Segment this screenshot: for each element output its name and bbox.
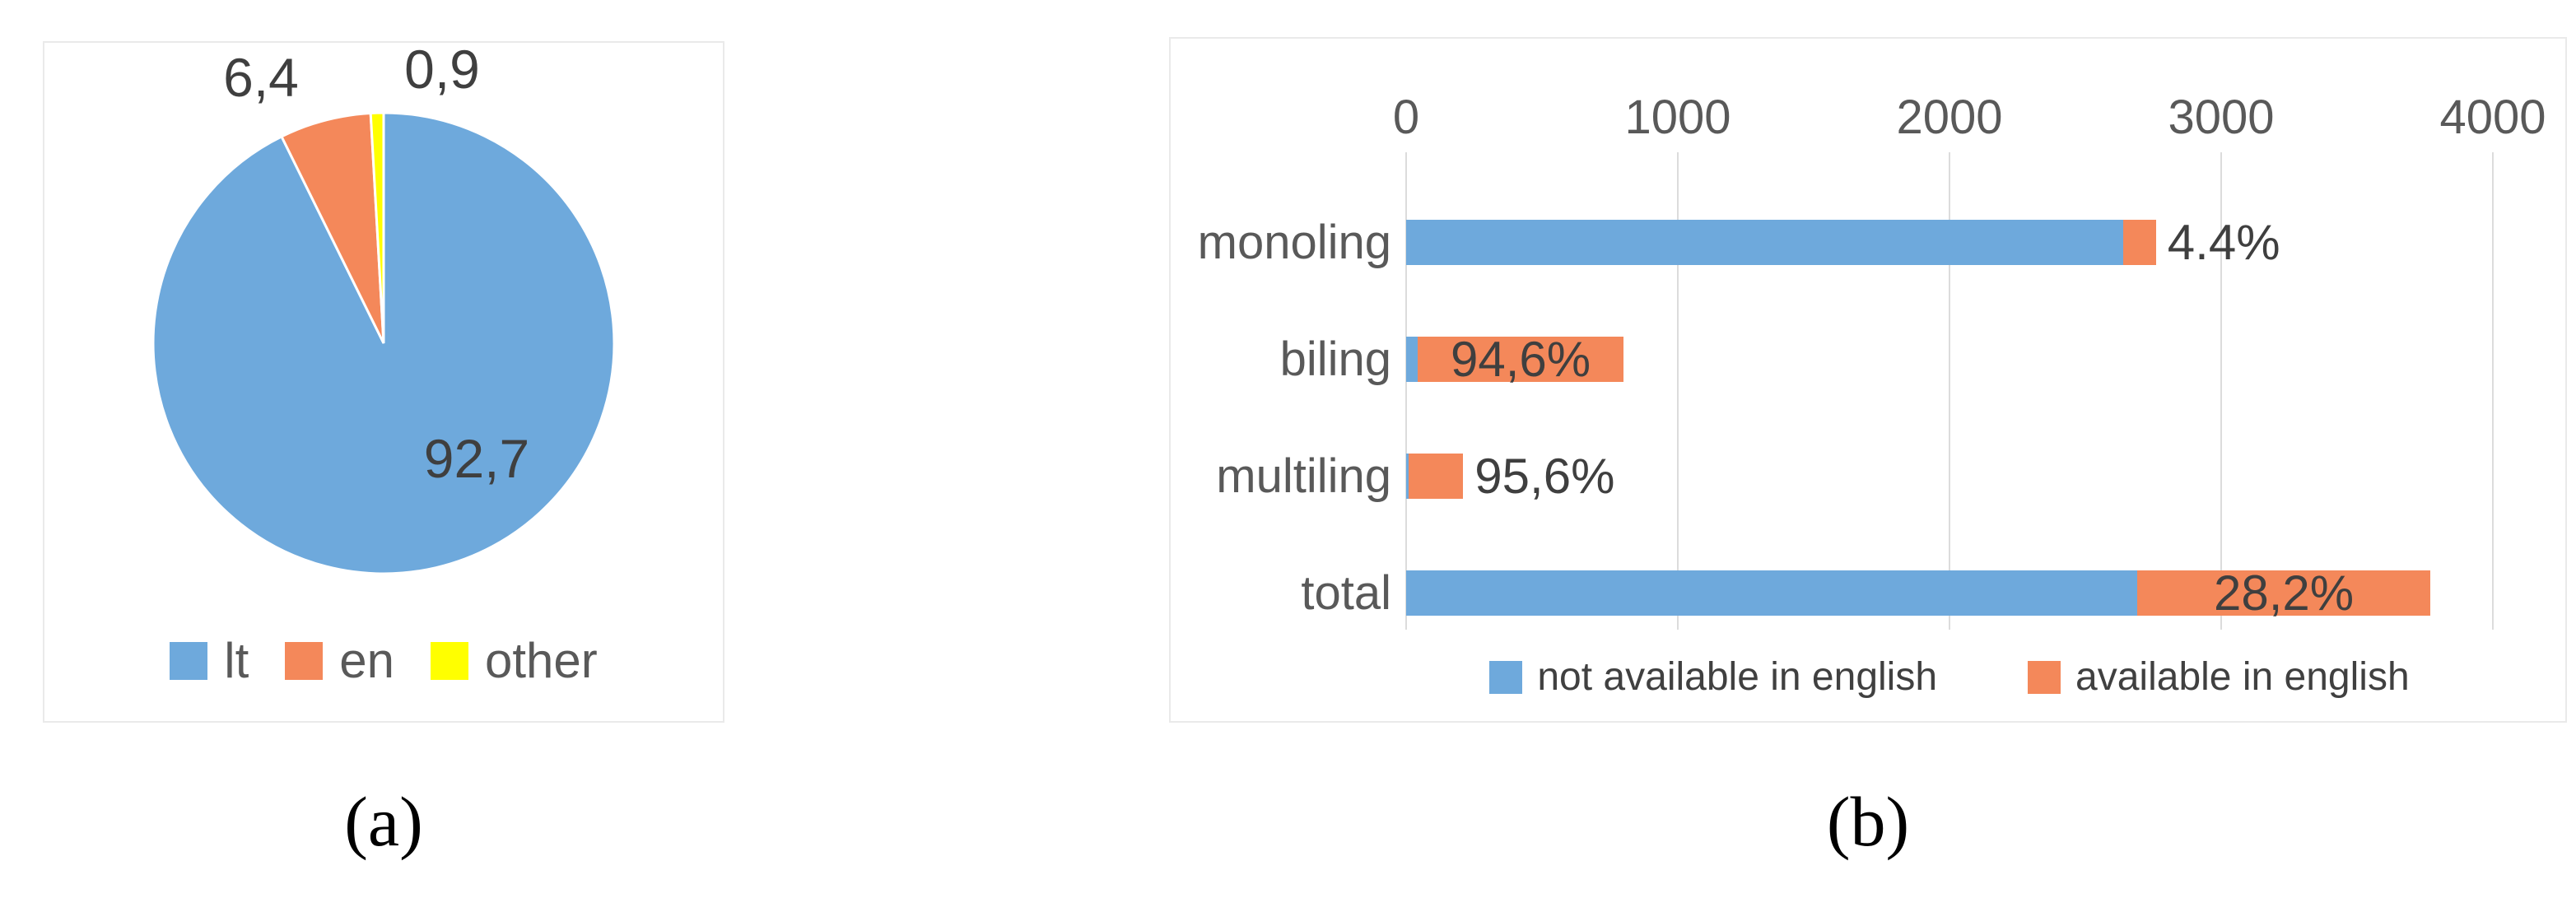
x-tick-0: 0 (1392, 91, 1420, 144)
pie-legend: lt en other (44, 632, 723, 689)
gridline (1949, 152, 1950, 630)
pie-legend-item-other: other (430, 632, 598, 689)
legend-label: en (339, 633, 394, 688)
bar-label-biling: 94,6% (1451, 332, 1591, 387)
pie-value-label: 6,4 (223, 47, 299, 108)
bar-label-total: 28,2% (2213, 565, 2355, 621)
pie-slice-en (280, 111, 385, 344)
pie-legend-item-en: en (285, 632, 394, 689)
bar-plot-area: 4.4% 94,6% 95,6% 28,2% (1405, 152, 2494, 630)
bar-multiling-not-available (1406, 454, 1409, 499)
x-tick-4000: 4000 (2439, 91, 2546, 144)
gridline (1677, 152, 1679, 630)
bar-label-monoling: 4.4% (2167, 215, 2280, 270)
bar-biling-available (1418, 337, 1623, 382)
category-label-monoling: monoling (1197, 216, 1391, 269)
bar-biling-not-available (1406, 337, 1418, 382)
legend-swatch (2028, 660, 2061, 694)
legend-swatch-lt (170, 641, 208, 680)
x-tick-1000: 1000 (1624, 91, 1731, 144)
bar-multiling-available (1408, 454, 1464, 499)
pie-value-label: 92,7 (423, 428, 530, 489)
caption-b: (b) (1826, 782, 1910, 861)
bar-total-available (2137, 570, 2431, 616)
gridline (1405, 152, 1407, 630)
caption-a: (a) (344, 782, 423, 861)
x-tick-2000: 2000 (1896, 91, 2003, 144)
bar-row-multiling: 95,6% (1406, 449, 2493, 504)
legend-label: not available in english (1537, 655, 1938, 699)
category-label-biling: biling (1279, 333, 1391, 386)
legend-swatch-other (430, 641, 468, 680)
bar-total-not-available (1406, 570, 2138, 616)
gridline (2220, 152, 2222, 630)
bar-legend-item-available-in-english: available in english (2028, 654, 2410, 700)
bar-row-total: 28,2% (1406, 565, 2493, 621)
pie-legend-item-lt: lt (170, 632, 249, 689)
legend-label: lt (224, 633, 249, 688)
bar-chart-panel: 0 1000 2000 3000 4000 4.4% 94,6% 95,6% 28,2% mo… (1169, 37, 2567, 723)
category-label-total: total (1301, 566, 1391, 620)
bar-monoling-not-available (1406, 220, 2123, 265)
bar-row-biling: 94,6% (1406, 332, 2493, 387)
x-tick-3000: 3000 (2168, 91, 2275, 144)
pie-slice-other (369, 111, 385, 344)
bar-monoling-available (2122, 220, 2156, 265)
pie-value-label: 0,9 (404, 39, 480, 100)
bar-legend: not available in english available in eng… (1406, 654, 2493, 700)
pie-chart (151, 111, 616, 575)
legend-swatch (1489, 660, 1523, 694)
bar-row-monoling: 4.4% (1406, 215, 2493, 270)
legend-label: available in english (2075, 655, 2410, 699)
pie-chart-panel: 92,7 6,4 0,9 lt en other (43, 39, 724, 723)
bar-label-multiling: 95,6% (1474, 449, 1615, 504)
gridline (2492, 152, 2494, 630)
legend-label: other (484, 633, 598, 688)
bar-legend-item-not-available-in-english: not available in english (1489, 654, 1937, 700)
category-label-multiling: multiling (1216, 449, 1391, 503)
legend-swatch-en (285, 641, 324, 680)
